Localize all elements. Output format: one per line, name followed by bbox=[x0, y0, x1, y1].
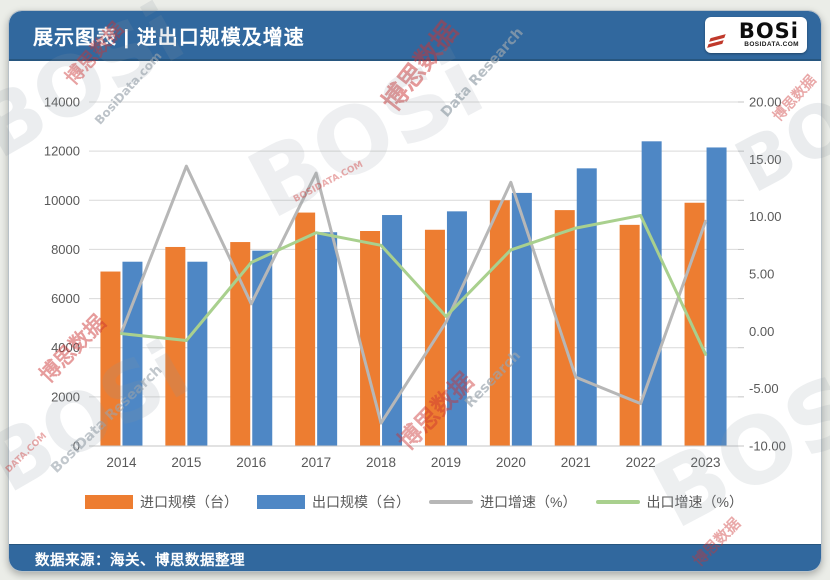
x-axis-label: 2016 bbox=[236, 455, 266, 470]
chart-legend: 进口规模（台） 出口规模（台） 进口增速（%） 出口增速（%） bbox=[9, 482, 821, 522]
legend-item-export-scale: 出口规模（台） bbox=[257, 492, 410, 512]
x-axis-label: 2023 bbox=[691, 455, 721, 470]
footer-bar: 数据来源：海关、博思数据整理 bbox=[9, 544, 821, 571]
bar-import bbox=[100, 271, 121, 446]
legend-label: 出口增速（%） bbox=[646, 494, 743, 510]
legend-label: 进口增速（%） bbox=[480, 494, 577, 510]
bar-import bbox=[295, 212, 316, 446]
x-axis-label: 2014 bbox=[106, 455, 137, 470]
page-title: 展示图表 | 进出口规模及增速 bbox=[33, 26, 305, 49]
y-axis-label-left: 6000 bbox=[51, 291, 80, 306]
bar-export bbox=[122, 261, 143, 446]
footer-spacer bbox=[9, 522, 821, 544]
y-axis-label-left: 12000 bbox=[44, 144, 80, 159]
bar-export bbox=[641, 141, 662, 447]
chart-area: 14000 12000 10000 8000 6000 4000 2000 0 20.00 15.… bbox=[9, 61, 821, 482]
bar-export bbox=[511, 192, 532, 446]
bar-export bbox=[317, 232, 338, 446]
legend-label: 进口规模（台） bbox=[140, 494, 238, 510]
y-axis-label-right: -5.00 bbox=[749, 381, 779, 396]
x-axis-label: 2018 bbox=[366, 455, 396, 470]
bar-import bbox=[165, 246, 186, 446]
legend-swatch bbox=[429, 500, 474, 504]
bar-export bbox=[576, 168, 597, 446]
y-axis-label-left: 0 bbox=[73, 439, 80, 454]
y-axis-label-right: 10.00 bbox=[749, 209, 782, 224]
line-import-growth bbox=[119, 164, 708, 425]
bar-import bbox=[489, 200, 510, 446]
legend-item-import-scale: 进口规模（台） bbox=[85, 492, 238, 512]
y-axis-label-left: 8000 bbox=[51, 242, 80, 257]
y-axis-label-left: 4000 bbox=[51, 340, 80, 355]
bar-export bbox=[706, 147, 727, 446]
legend-item-export-growth: 出口增速（%） bbox=[595, 492, 743, 512]
legend-swatch bbox=[595, 500, 640, 504]
combo-chart: 14000 12000 10000 8000 6000 4000 2000 0 20.00 15.… bbox=[44, 95, 786, 471]
x-axis-label: 2021 bbox=[561, 455, 591, 470]
x-axis-label: 2019 bbox=[431, 455, 461, 470]
logo-stripes-icon bbox=[707, 34, 726, 48]
bar-import bbox=[684, 202, 705, 446]
x-axis-label: 2020 bbox=[496, 455, 526, 470]
y-axis-label-right: -10.00 bbox=[749, 439, 786, 454]
bar-export bbox=[252, 250, 273, 446]
bar-export bbox=[446, 211, 467, 446]
bar-export bbox=[187, 261, 208, 446]
x-axis-label: 2022 bbox=[626, 455, 656, 470]
bar-import bbox=[230, 242, 251, 446]
bosi-logo: BOSi BOSIDATA.COM bbox=[705, 17, 807, 53]
legend-swatch bbox=[257, 495, 306, 509]
y-axis-label-right: 20.00 bbox=[749, 95, 782, 110]
bar-export bbox=[382, 215, 403, 446]
logo-subtext: BOSIDATA.COM bbox=[744, 41, 799, 48]
legend-item-import-growth: 进口增速（%） bbox=[429, 492, 577, 512]
legend-swatch bbox=[85, 495, 133, 509]
chart-card: 展示图表 | 进出口规模及增速 BOSi BOSIDATA.COM 14000 1… bbox=[8, 10, 822, 572]
bar-import bbox=[360, 231, 381, 446]
source-text: 数据来源：海关、博思数据整理 bbox=[35, 553, 245, 569]
header-bar: 展示图表 | 进出口规模及增速 BOSi BOSIDATA.COM bbox=[9, 11, 821, 61]
y-axis-label-right: 0.00 bbox=[749, 324, 774, 339]
y-axis-label-right: 15.00 bbox=[749, 152, 782, 167]
y-axis-label-left: 14000 bbox=[44, 95, 80, 110]
y-axis-label-left: 10000 bbox=[44, 193, 80, 208]
bar-import bbox=[619, 224, 640, 446]
logo-text: BOSi bbox=[738, 19, 799, 43]
line-export-growth bbox=[119, 214, 708, 356]
y-axis-label-left: 2000 bbox=[51, 389, 80, 404]
legend-label: 出口规模（台） bbox=[312, 494, 411, 510]
bar-import bbox=[554, 210, 575, 446]
y-axis-label-right: 5.00 bbox=[749, 267, 774, 282]
x-axis-label: 2017 bbox=[301, 455, 331, 470]
x-axis-label: 2015 bbox=[171, 455, 201, 470]
